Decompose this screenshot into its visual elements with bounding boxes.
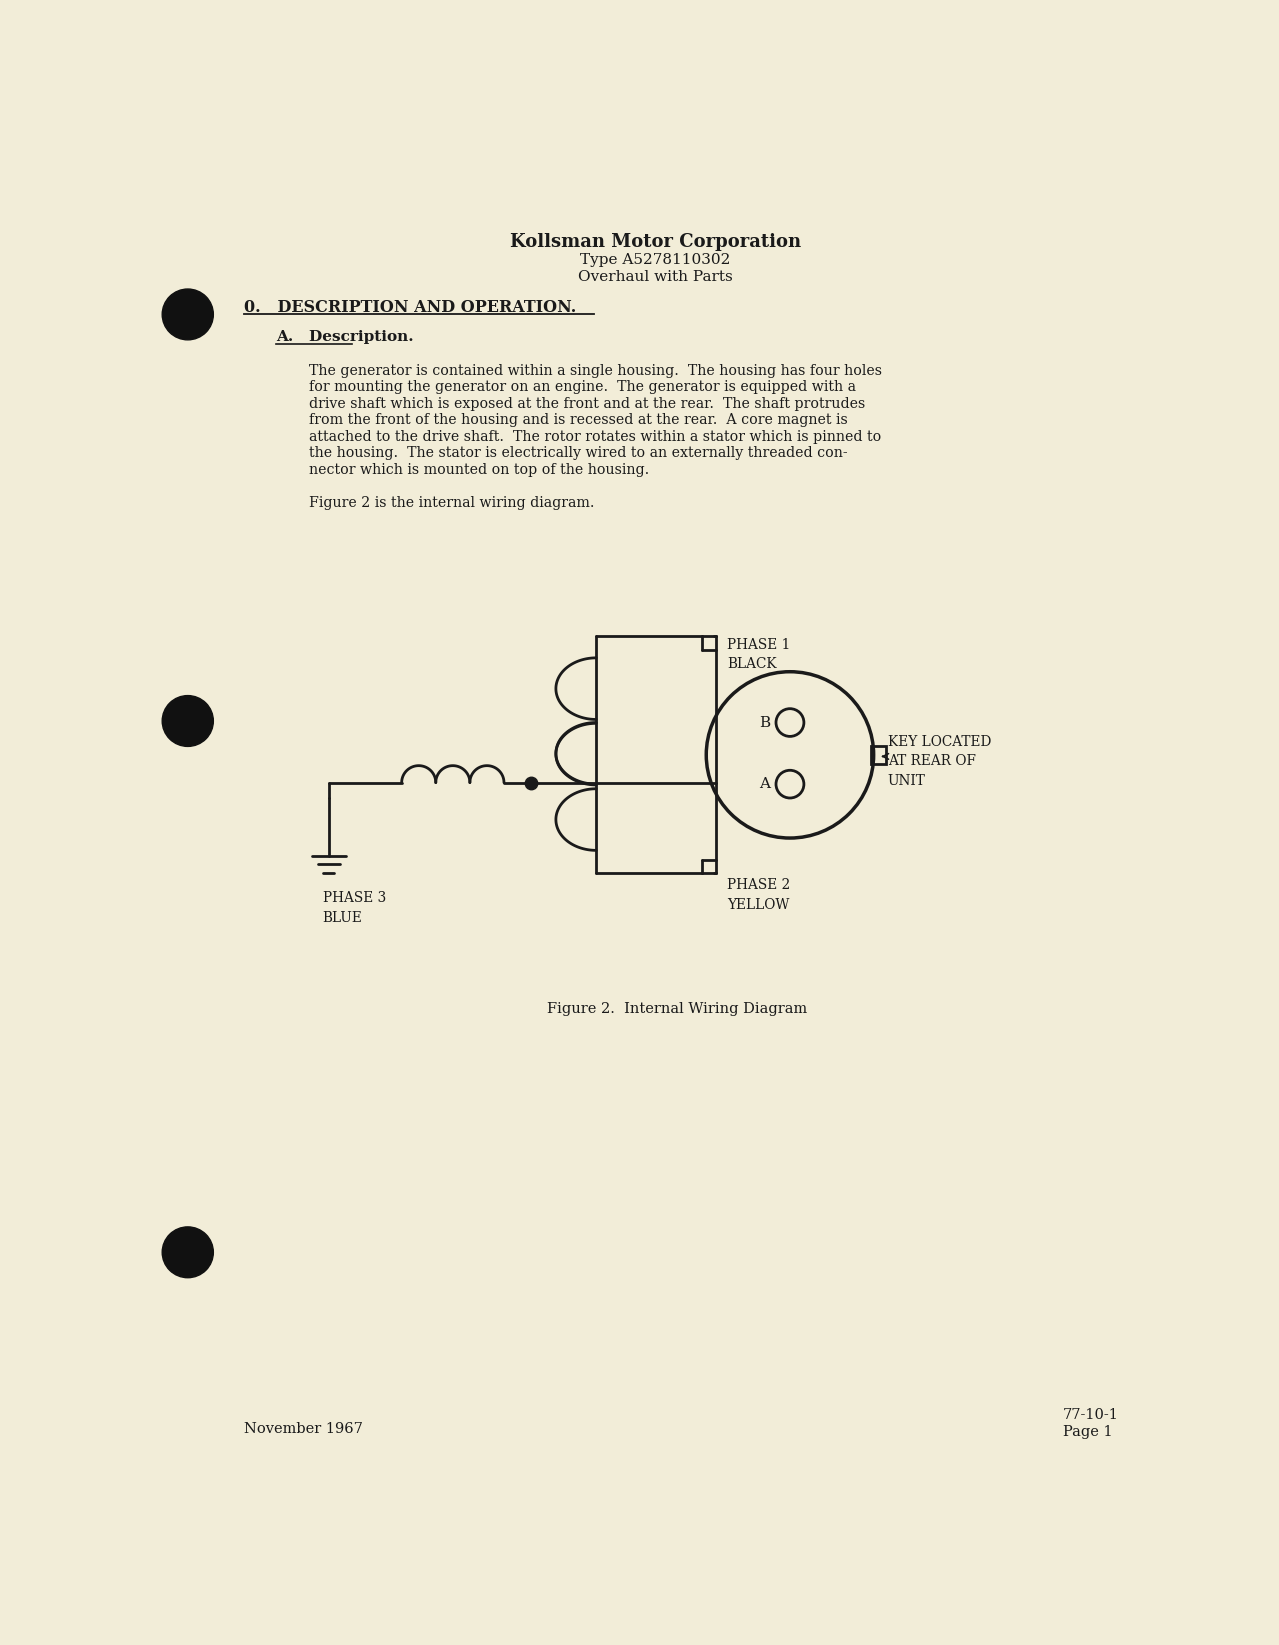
Circle shape (162, 1227, 214, 1278)
Text: The generator is contained within a single housing.  The housing has four holes: The generator is contained within a sing… (308, 364, 881, 378)
Text: A: A (758, 776, 770, 791)
Text: B: B (758, 716, 770, 729)
Text: KEY LOCATED
AT REAR OF
UNIT: KEY LOCATED AT REAR OF UNIT (888, 735, 991, 788)
Text: drive shaft which is exposed at the front and at the rear.  The shaft protrudes: drive shaft which is exposed at the fron… (308, 396, 865, 411)
Text: November 1967: November 1967 (243, 1421, 362, 1436)
Text: PHASE 3
BLUE: PHASE 3 BLUE (322, 892, 386, 924)
Text: the housing.  The stator is electrically wired to an externally threaded con-: the housing. The stator is electrically … (308, 446, 847, 461)
Text: A.   Description.: A. Description. (276, 331, 413, 344)
Text: Type A5278110302: Type A5278110302 (579, 253, 730, 266)
Text: Page 1: Page 1 (1063, 1425, 1113, 1439)
Text: 0.   DESCRIPTION AND OPERATION.: 0. DESCRIPTION AND OPERATION. (243, 299, 576, 316)
Bar (871, 745, 886, 765)
Text: Figure 2.  Internal Wiring Diagram: Figure 2. Internal Wiring Diagram (547, 1002, 807, 1017)
Circle shape (162, 696, 214, 747)
Circle shape (162, 290, 214, 341)
Text: attached to the drive shaft.  The rotor rotates within a stator which is pinned : attached to the drive shaft. The rotor r… (308, 429, 881, 444)
Text: for mounting the generator on an engine.  The generator is equipped with a: for mounting the generator on an engine.… (308, 380, 856, 395)
Text: 77-10-1: 77-10-1 (1063, 1408, 1119, 1421)
Text: PHASE 2
YELLOW: PHASE 2 YELLOW (728, 878, 790, 911)
Text: from the front of the housing and is recessed at the rear.  A core magnet is: from the front of the housing and is rec… (308, 413, 848, 428)
Text: nector which is mounted on top of the housing.: nector which is mounted on top of the ho… (308, 462, 648, 477)
Text: Overhaul with Parts: Overhaul with Parts (578, 270, 733, 285)
Text: Kollsman Motor Corporation: Kollsman Motor Corporation (509, 234, 801, 250)
Text: Figure 2 is the internal wiring diagram.: Figure 2 is the internal wiring diagram. (308, 497, 595, 510)
Text: PHASE 1
BLACK: PHASE 1 BLACK (728, 638, 790, 671)
